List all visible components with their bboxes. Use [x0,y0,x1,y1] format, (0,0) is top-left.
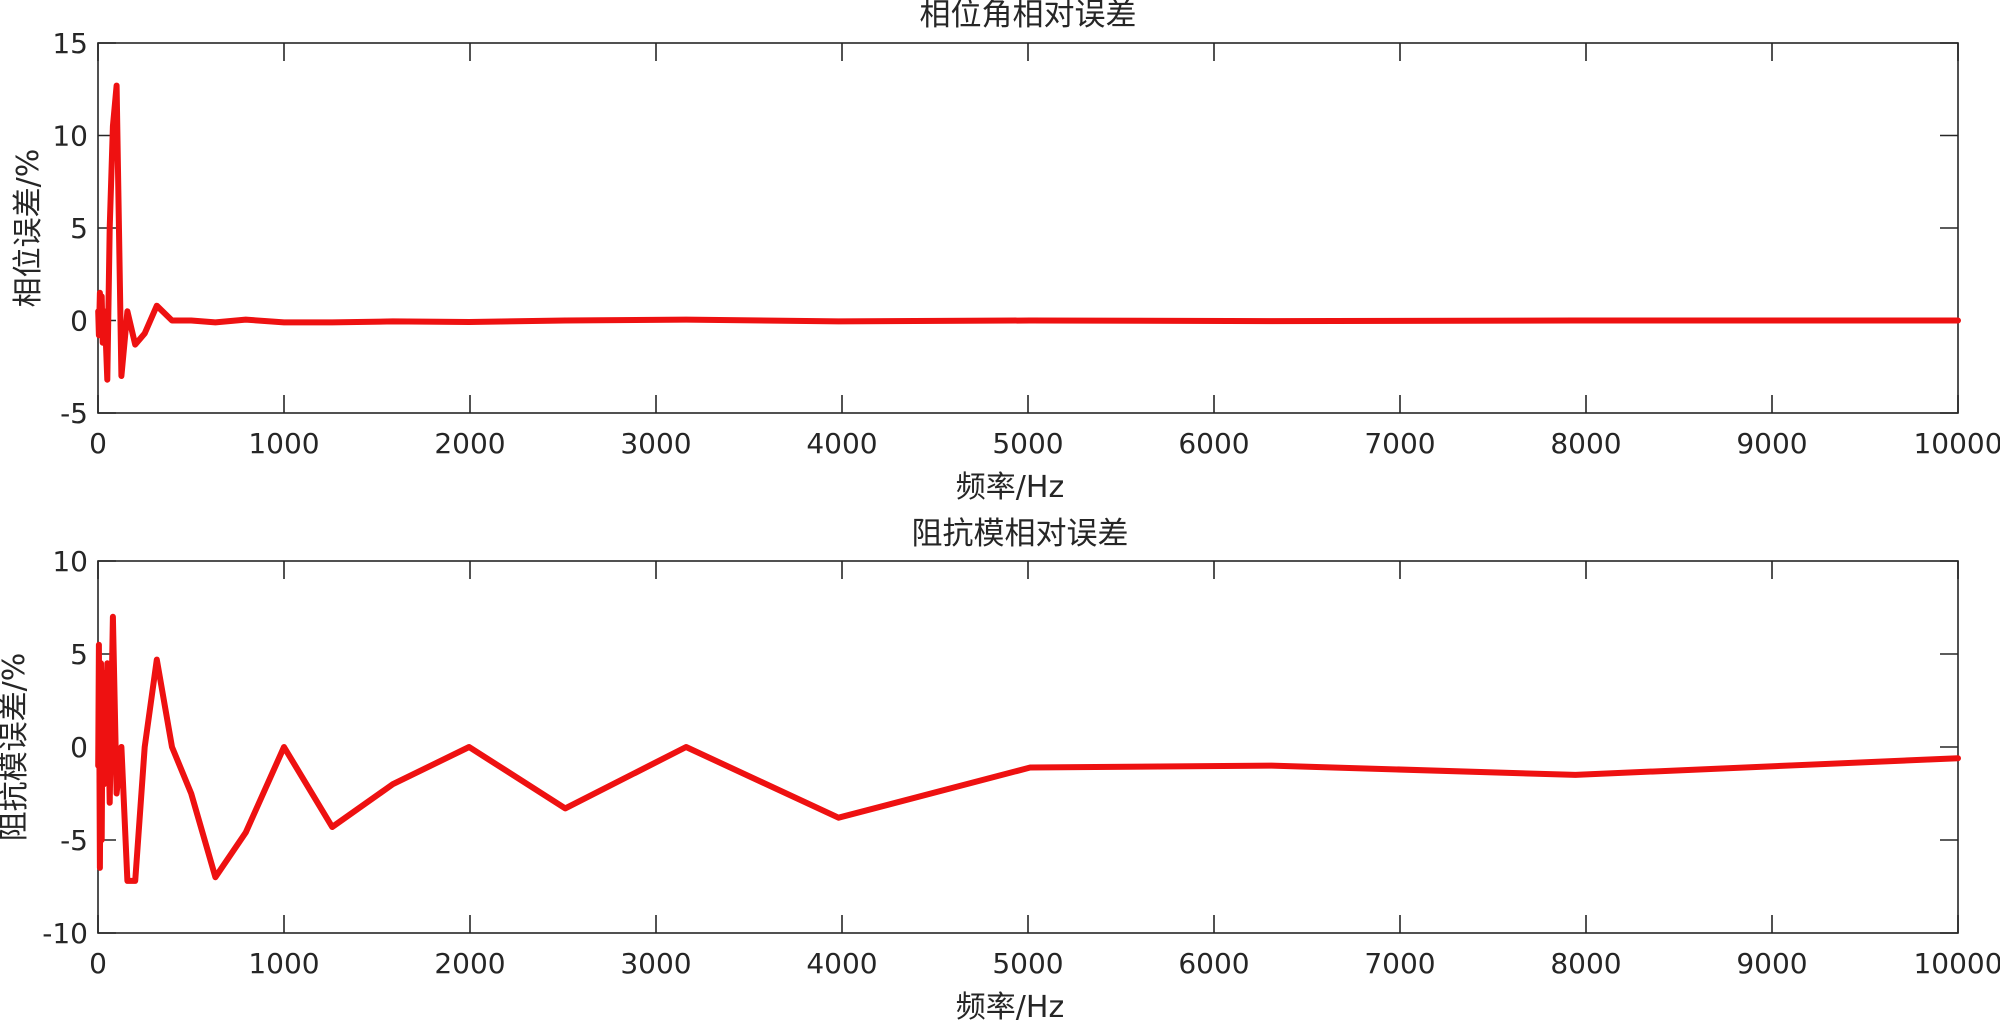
y-tick-label: 5 [70,638,88,671]
y-tick-label: 5 [70,212,88,245]
series-layer [95,82,1961,383]
x-tick-label: 4000 [806,947,877,980]
y-tick-label: -10 [42,917,88,950]
x-axis-label: 频率/Hz [956,990,1064,1025]
x-tick-label: 0 [89,427,107,460]
x-tick-label: 9000 [1736,947,1807,980]
y-axis-ticks: -10 -5 0 5 10 [42,545,1958,950]
x-tick-label: 7000 [1364,947,1435,980]
x-tick-label: 0 [89,947,107,980]
chart-title: 相位角相对误差 [920,0,1137,33]
series-line [95,82,1961,383]
y-axis-label: 相位误差/% [11,149,46,308]
series-layer [95,613,1961,884]
y-axis-label: 阻抗模误差/% [0,653,32,842]
plot-frame [97,560,1959,934]
x-tick-label: 2000 [434,427,505,460]
y-tick-label: 10 [52,545,88,578]
y-tick-label: -5 [60,824,88,857]
x-tick-label: 9000 [1736,427,1807,460]
y-tick-label: 10 [52,120,88,153]
y-tick-label: 0 [70,305,88,338]
x-tick-label: 7000 [1364,427,1435,460]
chart-phase-error: 相位角相对误差 频率/Hz 相位误差/% 0 1000 2000 3000 4000 50… [11,0,2000,505]
plot-frame [97,42,1959,414]
x-tick-label: 6000 [1178,947,1249,980]
x-axis-label: 频率/Hz [956,470,1064,505]
x-tick-label: 8000 [1550,947,1621,980]
x-tick-label: 3000 [620,947,691,980]
y-tick-label: 15 [52,27,88,60]
x-axis-ticks: 0 1000 2000 3000 4000 5000 6000 7000 8000 9000 100… [89,561,2000,980]
x-tick-label: 2000 [434,947,505,980]
y-tick-label: 0 [70,731,88,764]
x-tick-label: 4000 [806,427,877,460]
x-tick-label: 6000 [1178,427,1249,460]
x-tick-label: 8000 [1550,427,1621,460]
x-tick-label: 3000 [620,427,691,460]
x-tick-label: 1000 [248,947,319,980]
y-axis-ticks: -5 0 5 10 15 [52,27,1958,430]
y-tick-label: -5 [60,397,88,430]
x-tick-label: 10000 [1913,427,2000,460]
x-tick-label: 5000 [992,947,1063,980]
chart-impedance-error: 阻抗模相对误差 频率/Hz 阻抗模误差/% 0 1000 2000 3000 4000 5… [0,516,2000,1025]
series-line [95,613,1961,884]
x-tick-label: 10000 [1913,947,2000,980]
x-tick-label: 1000 [248,427,319,460]
chart-title: 阻抗模相对误差 [912,516,1129,552]
x-tick-label: 5000 [992,427,1063,460]
x-axis-ticks: 0 1000 2000 3000 4000 5000 6000 7000 8000 9000 100… [89,43,2000,460]
